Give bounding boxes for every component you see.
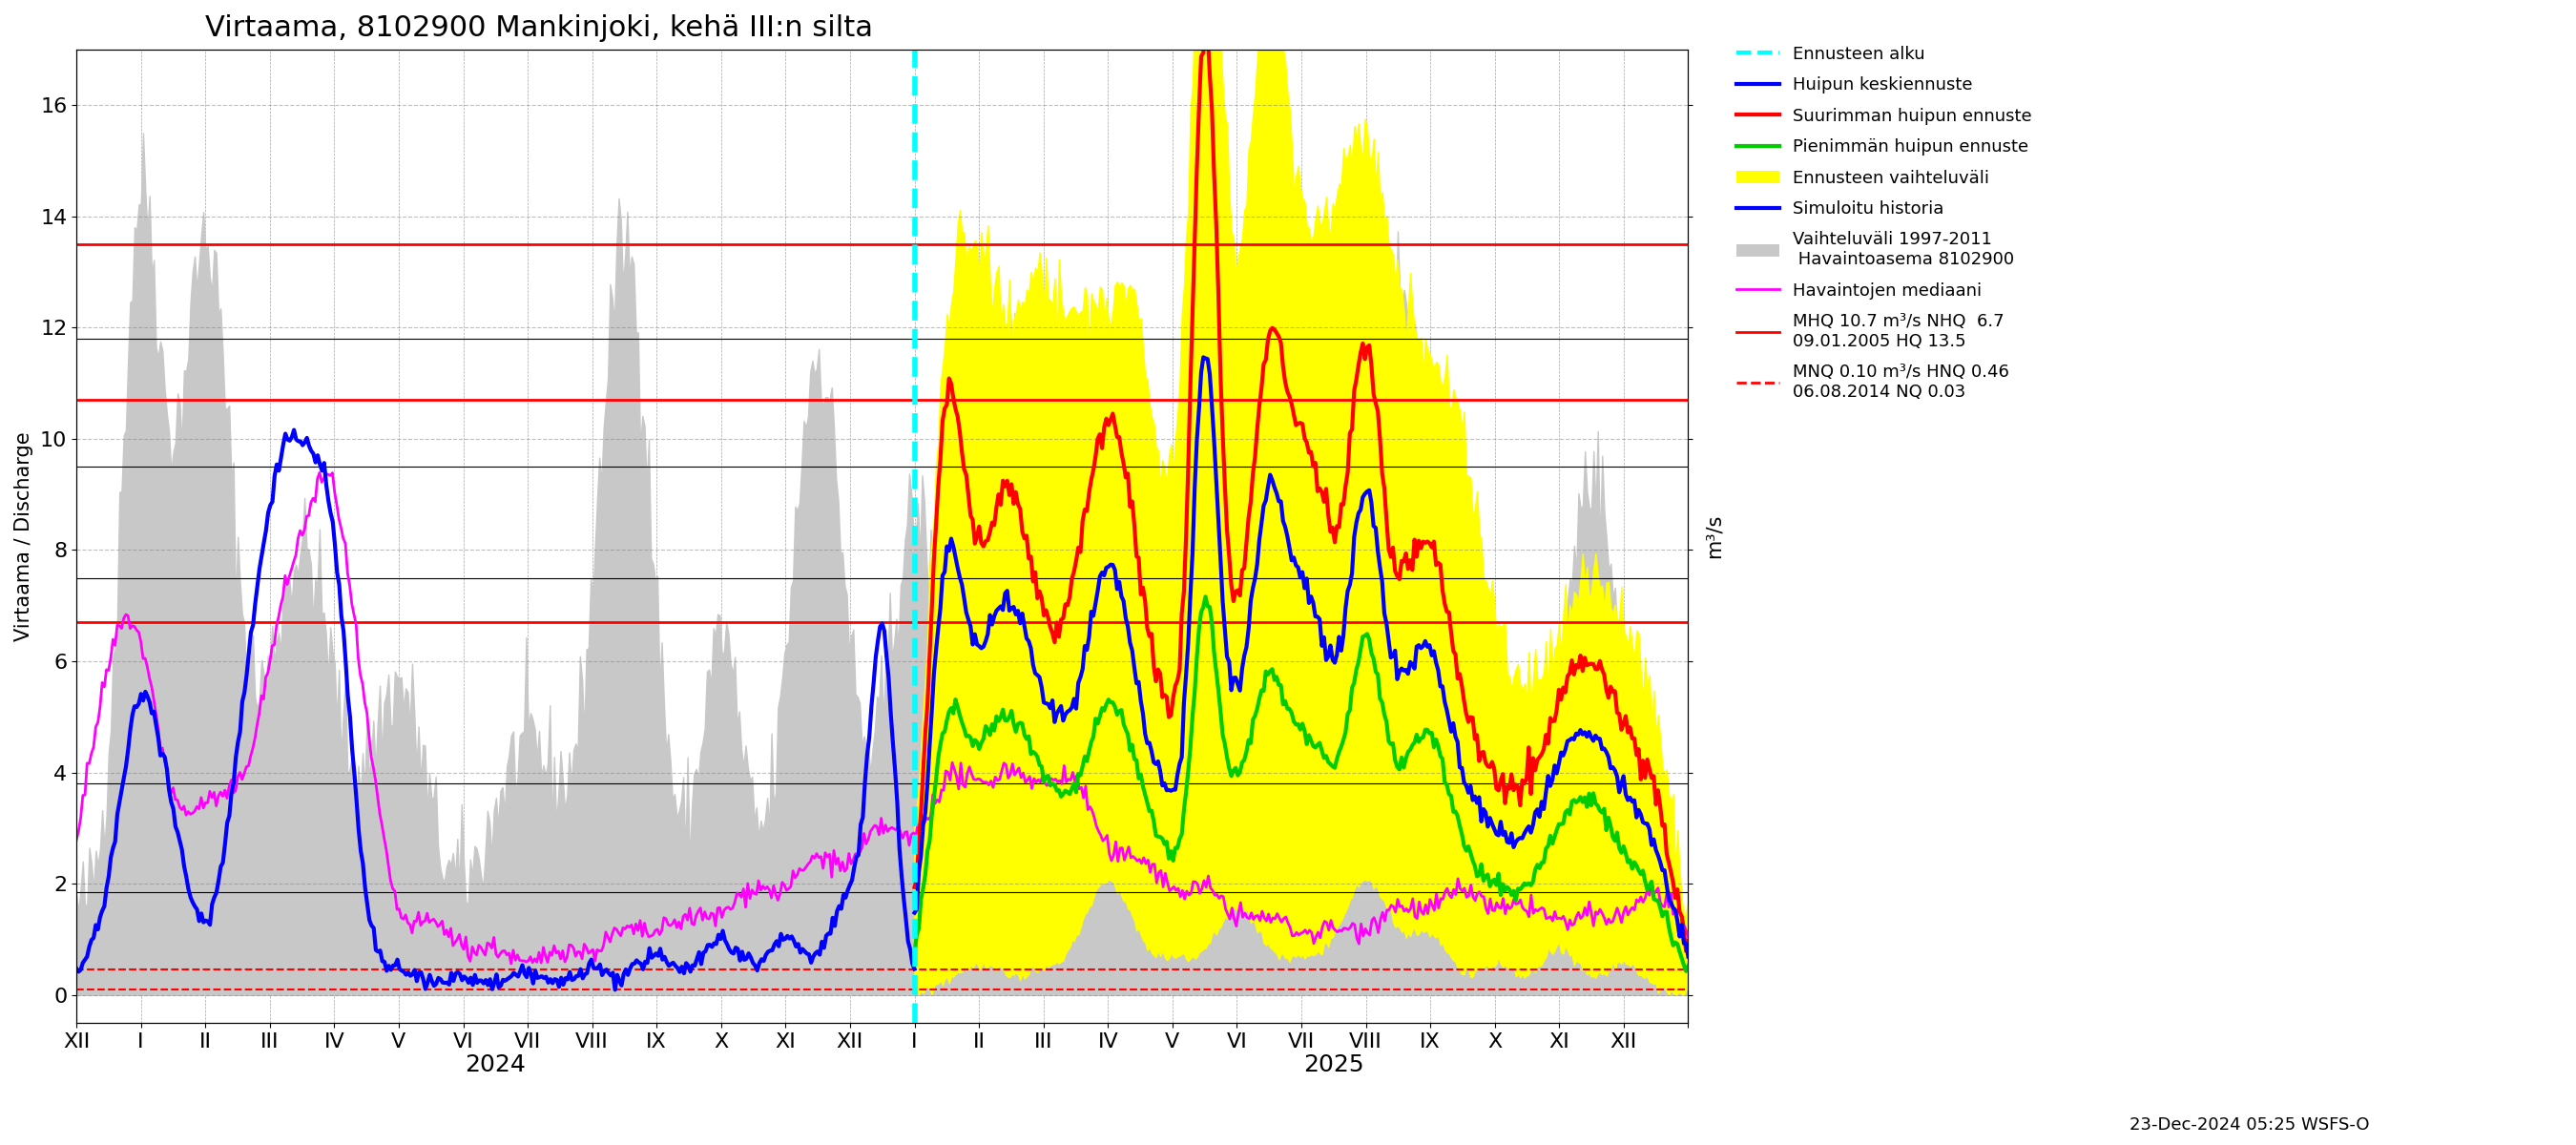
Y-axis label: m³/s: m³/s [1705,514,1723,559]
Text: 23-Dec-2024 05:25 WSFS-O: 23-Dec-2024 05:25 WSFS-O [2130,1116,2370,1134]
Text: 2025: 2025 [1303,1053,1363,1076]
Y-axis label: Virtaama / Discharge: Virtaama / Discharge [15,432,33,641]
Text: 2024: 2024 [466,1053,526,1076]
Legend: Ennusteen alku, Huipun keskiennuste, Suurimman huipun ennuste, Pienimmän huipun : Ennusteen alku, Huipun keskiennuste, Suu… [1728,39,2038,408]
Text: Virtaama, 8102900 Mankinjoki, kehä III:n silta: Virtaama, 8102900 Mankinjoki, kehä III:n… [206,14,873,42]
